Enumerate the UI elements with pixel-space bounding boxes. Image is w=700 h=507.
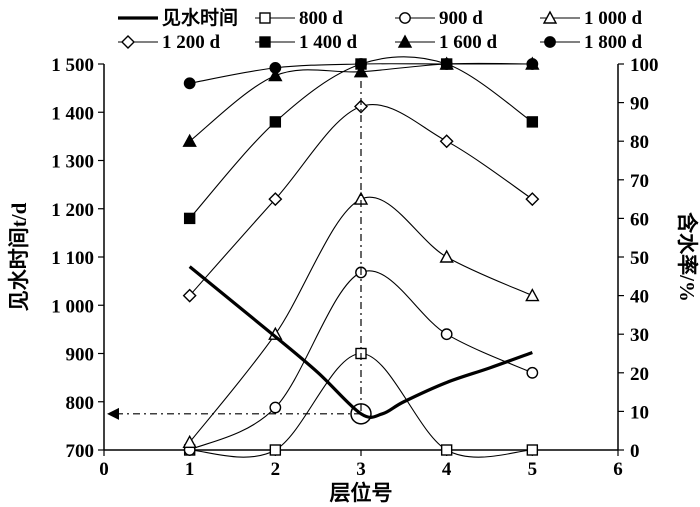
y-right-tick-label: 80 bbox=[630, 132, 649, 153]
series-point-1200d bbox=[525, 192, 540, 207]
legend-label: 1 600 d bbox=[439, 32, 498, 53]
y-right-axis-title: 含水率/% bbox=[675, 212, 699, 302]
series-point-800d bbox=[526, 444, 539, 456]
series-point-1000d bbox=[439, 249, 454, 263]
x-axis-title: 层位号 bbox=[330, 481, 393, 505]
y-left-axis-title: 见水时间t/d bbox=[7, 202, 31, 311]
legend-label: 800 d bbox=[299, 8, 343, 29]
legend-label: 1 200 d bbox=[162, 32, 221, 53]
series-point-1000d bbox=[525, 288, 540, 302]
series-point-1400d bbox=[269, 116, 282, 128]
breakthrough-line bbox=[188, 265, 533, 419]
y-left-tick-label: 1 000 bbox=[51, 296, 94, 317]
x-tick-label: 5 bbox=[528, 459, 538, 480]
x-tick-label: 4 bbox=[442, 459, 452, 480]
y-right-tick-label: 40 bbox=[630, 287, 649, 308]
series-point-1800d bbox=[269, 61, 282, 74]
y-right-tick-label: 10 bbox=[630, 402, 649, 423]
series-point-900d bbox=[526, 366, 539, 379]
y-right-tick-label: 30 bbox=[630, 325, 649, 346]
series-point-1800d bbox=[440, 58, 453, 70]
x-tick-label: 1 bbox=[185, 459, 195, 480]
y-left-tick-label: 1 400 bbox=[51, 103, 94, 124]
legend-label: 900 d bbox=[439, 8, 483, 29]
series-point-1200d bbox=[439, 134, 454, 149]
x-tick-label: 3 bbox=[356, 459, 366, 480]
y-right-tick-label: 0 bbox=[630, 441, 640, 462]
y-left-tick-label: 800 bbox=[66, 393, 95, 414]
y-right-tick-label: 70 bbox=[630, 171, 649, 192]
series-point-1600d bbox=[182, 133, 197, 147]
y-left-tick-label: 1 500 bbox=[51, 55, 94, 76]
legend-label: 1 000 d bbox=[584, 8, 643, 29]
y-left-tick-label: 1 300 bbox=[51, 152, 94, 173]
x-tick-label: 2 bbox=[271, 459, 281, 480]
y-right-tick-label: 100 bbox=[630, 55, 659, 76]
legend-marker bbox=[542, 10, 558, 24]
y-left-tick-label: 700 bbox=[66, 441, 95, 462]
y-left-tick-label: 900 bbox=[66, 345, 95, 366]
y-left-tick-label: 1 100 bbox=[51, 248, 94, 269]
legend-marker bbox=[397, 34, 413, 48]
series-point-1400d bbox=[526, 116, 539, 128]
series-point-900d bbox=[269, 401, 282, 414]
series-point-800d bbox=[269, 444, 282, 456]
x-tick-label: 6 bbox=[613, 459, 623, 480]
series-point-900d bbox=[440, 328, 453, 341]
annotation-arrowhead bbox=[107, 407, 119, 420]
legend-marker bbox=[121, 35, 135, 49]
x-tick-label: 0 bbox=[99, 459, 109, 480]
series-point-1800d bbox=[526, 58, 539, 70]
legend-marker bbox=[544, 36, 556, 48]
y-right-tick-label: 20 bbox=[630, 364, 649, 385]
legend-marker bbox=[259, 36, 271, 48]
series-point-1600d bbox=[268, 68, 283, 82]
y-right-tick-label: 50 bbox=[630, 248, 649, 269]
legend-label: 1 800 d bbox=[584, 32, 643, 53]
series-point-1800d bbox=[183, 77, 196, 90]
series-point-1200d bbox=[268, 192, 283, 207]
legend-marker bbox=[399, 12, 411, 24]
annotation-circle bbox=[350, 403, 372, 425]
legend-marker bbox=[259, 12, 271, 24]
series-point-1000d bbox=[182, 434, 197, 448]
series-point-1400d bbox=[183, 212, 196, 225]
legend-label: 1 400 d bbox=[299, 32, 358, 53]
y-right-tick-label: 60 bbox=[630, 209, 649, 230]
y-right-tick-label: 90 bbox=[630, 94, 649, 115]
series-point-1200d bbox=[354, 99, 368, 114]
legend-label: 见水时间 bbox=[162, 7, 238, 29]
y-left-tick-label: 1 200 bbox=[51, 200, 94, 221]
series-point-800d bbox=[440, 444, 453, 456]
series-point-1200d bbox=[182, 288, 197, 303]
